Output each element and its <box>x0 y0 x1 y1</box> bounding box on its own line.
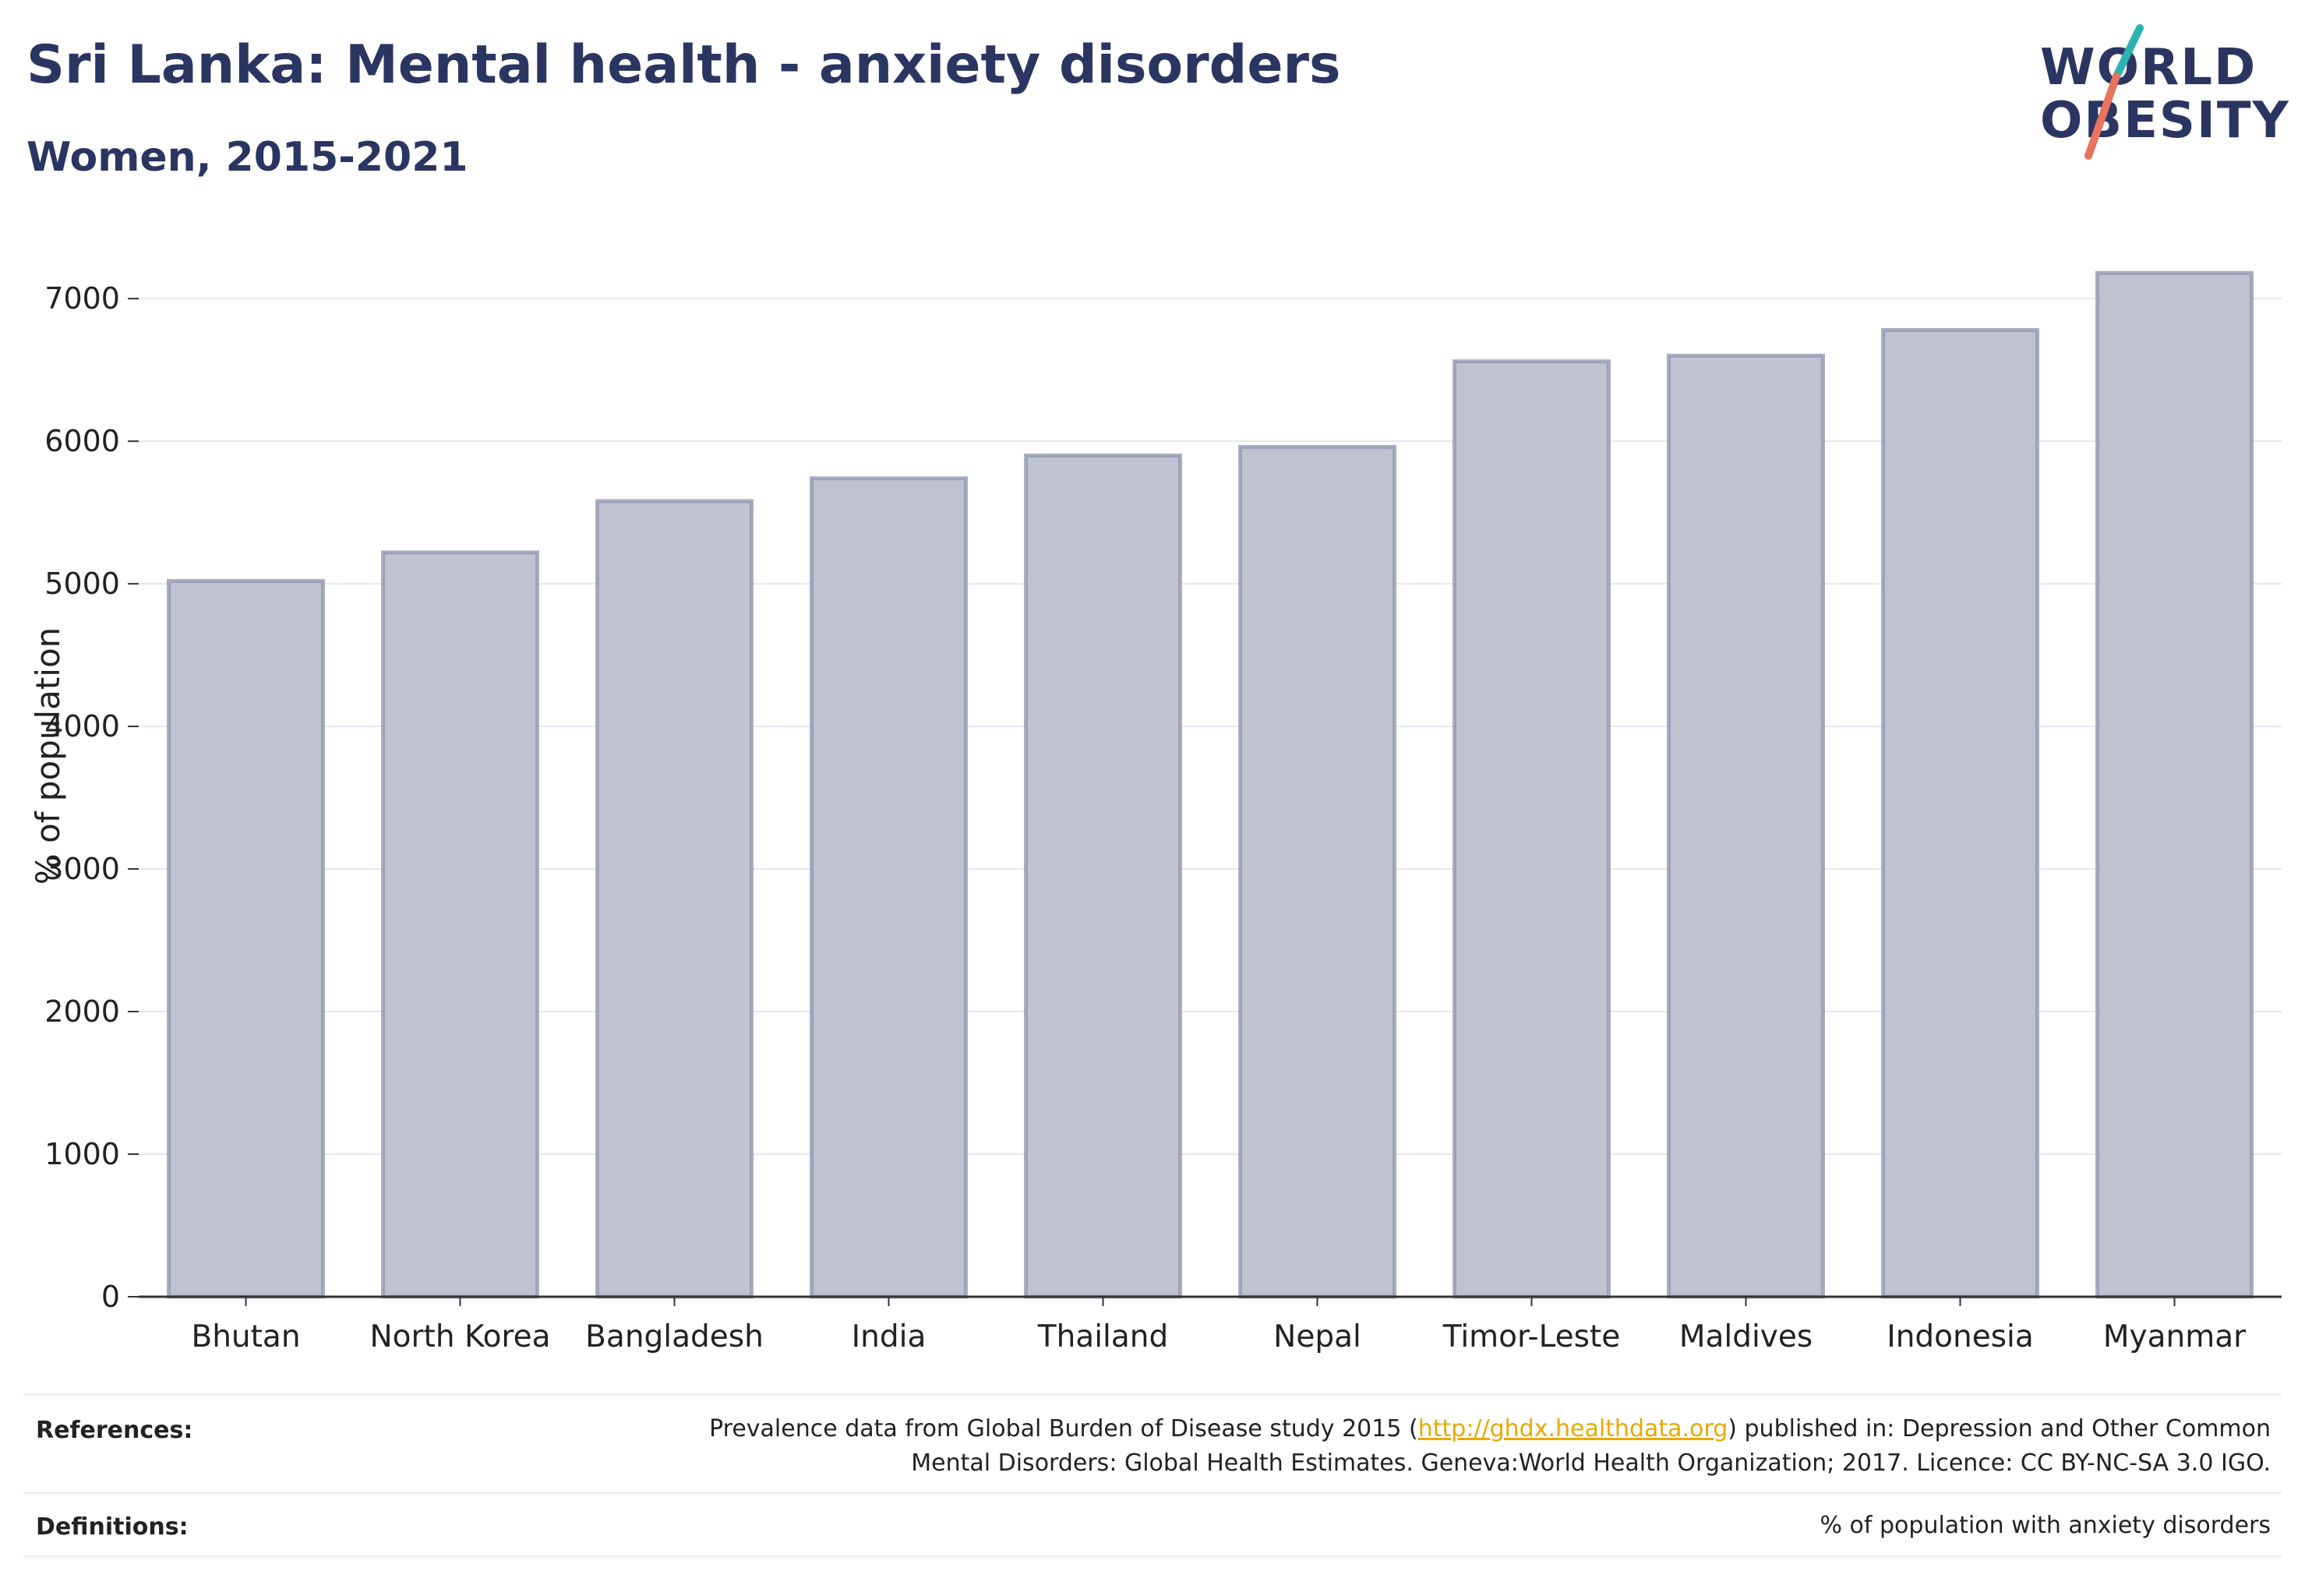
y-tick-label: 3000 <box>44 852 120 886</box>
logo-line-2: OBESITY <box>2040 92 2290 150</box>
x-category-label: Indonesia <box>1887 1319 2034 1354</box>
y-tick-label: 5000 <box>44 567 120 601</box>
y-tick-label: 6000 <box>44 424 120 458</box>
chart-title: Sri Lanka: Mental health - anxiety disor… <box>26 34 1341 96</box>
references-section: References: Prevalence data from Global … <box>23 1403 2282 1490</box>
y-tick-label: 1000 <box>44 1137 120 1171</box>
x-category-label: Myanmar <box>2103 1319 2247 1354</box>
world-obesity-logo: WORLD OBESITY <box>2026 23 2291 164</box>
bar <box>1453 359 1611 1299</box>
y-tick-label: 2000 <box>44 994 120 1029</box>
bar <box>167 578 325 1299</box>
references-text: Prevalence data from Global Burden of Di… <box>709 1412 2271 1481</box>
logo-slash-icon <box>2084 24 2144 160</box>
axes: 0 1000 2000 3000 4000 5000 6000 7000 Bhutan North… <box>44 281 2282 1354</box>
bar <box>1667 353 1825 1299</box>
references-text-line2: Mental Disorders: Global Health Estimate… <box>911 1449 2271 1477</box>
bar <box>1024 453 1182 1299</box>
x-category-label: Nepal <box>1273 1319 1361 1354</box>
chart-subtitle: Women, 2015-2021 <box>26 134 468 181</box>
bar <box>810 476 968 1299</box>
bar <box>1881 327 2039 1299</box>
footer-divider-top <box>23 1393 2282 1396</box>
x-category-label: Thailand <box>1037 1319 1168 1354</box>
bar <box>381 550 539 1299</box>
bar <box>1238 444 1396 1299</box>
y-tick-label: 7000 <box>44 281 120 316</box>
bar-chart: 0 1000 2000 3000 4000 5000 6000 7000 Bhutan North… <box>29 270 2282 1354</box>
bars <box>167 270 2254 1299</box>
x-category-label: Bhutan <box>191 1319 300 1354</box>
x-category-label: Maldives <box>1679 1319 1813 1354</box>
bar <box>595 499 754 1299</box>
x-category-label: Bangladesh <box>585 1319 764 1354</box>
y-axis-label: % of population <box>29 627 67 885</box>
references-link[interactable]: http://ghdx.healthdata.org <box>1417 1415 1728 1442</box>
footer-divider-middle <box>23 1492 2282 1494</box>
references-text-post: ) published in: Depression and Other Com… <box>1728 1415 2271 1442</box>
x-category-label: Timor-Leste <box>1442 1319 1621 1354</box>
definitions-text: % of population with anxiety disorders <box>1820 1512 2271 1539</box>
references-label: References: <box>36 1417 193 1444</box>
y-tick-label: 0 <box>101 1280 120 1314</box>
definitions-label: Definitions: <box>36 1513 189 1541</box>
logo-line-1: WORLD <box>2040 39 2257 97</box>
x-category-label: North Korea <box>369 1319 550 1354</box>
x-category-label: India <box>852 1319 927 1354</box>
bar <box>2095 270 2254 1299</box>
y-tick-label: 4000 <box>44 709 120 743</box>
footer-divider-bottom <box>23 1555 2282 1558</box>
references-text-pre: Prevalence data from Global Burden of Di… <box>709 1415 1418 1442</box>
definitions-section: Definitions: % of population with anxiet… <box>23 1496 2282 1555</box>
